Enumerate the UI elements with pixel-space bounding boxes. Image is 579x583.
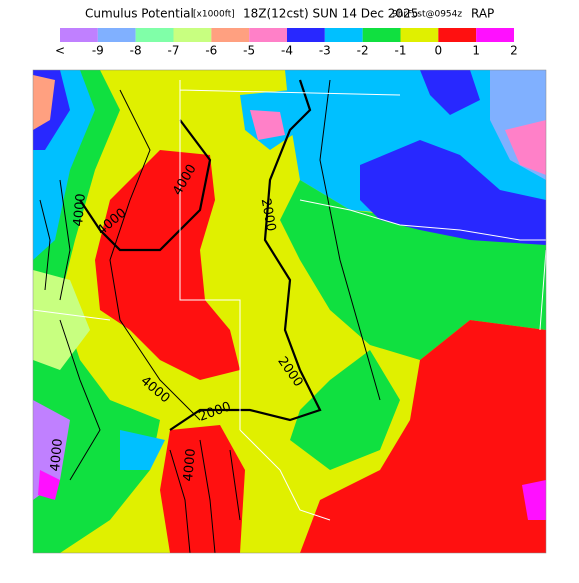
region [522,480,546,520]
contour-label: 4000 [48,438,66,472]
legend-swatch [211,28,250,42]
legend-label: -2 [357,44,369,58]
legend-label: -9 [92,44,104,58]
legend-label: 0 [435,44,443,58]
legend-swatch [135,28,174,42]
legend: < -9 -8 -7 -6 -5 -4 -3 -2 -1 0 1 2 [55,28,518,58]
region [250,110,285,140]
region [160,425,245,553]
contour-label: 4000 [181,448,199,482]
contour-label: 4000 [71,193,89,227]
region [95,150,240,380]
legend-swatch [476,28,514,42]
contour [39,179,241,553]
legend-label: < [55,44,65,58]
region [290,350,400,470]
legend-swatch [97,28,136,42]
legend-label: -4 [281,44,293,58]
model: RAP [471,7,494,21]
valid-time: 18Z(12cst) SUN 14 Dec 2025 [243,7,418,21]
region [505,120,546,175]
legend-swatch [173,28,212,42]
legend-swatch [362,28,401,42]
legend-label: -6 [205,44,217,58]
legend-swatch [438,28,477,42]
region [300,320,546,553]
region [38,470,60,500]
region [120,430,165,470]
legend-swatch [400,28,439,42]
contour-label: 2000 [258,197,279,232]
legend-label: -3 [319,44,331,58]
legend-label: -7 [168,44,180,58]
region [420,70,480,115]
legend-label: -8 [130,44,142,58]
legend-label: -1 [395,44,407,58]
title-text: Cumulus Potential [85,7,194,21]
title: Cumulus Potential [x1000ft] 18Z(12cst) S… [85,7,494,21]
legend-label: 1 [472,44,480,58]
contour [79,119,212,252]
legend-label: 2 [510,44,518,58]
legend-swatch [324,28,363,42]
forecast: 9hrFcst@0954z [392,10,462,20]
region [360,140,546,245]
legend-swatch [249,28,287,42]
region [33,75,55,130]
legend-swatch [287,28,325,42]
legend-label: -5 [243,44,255,58]
contour [59,79,381,481]
region [280,180,546,360]
contour [169,79,322,431]
region [33,270,90,370]
units: [x1000ft] [193,10,235,20]
legend-swatch [60,28,98,42]
map-frame [32,69,547,554]
border [33,80,546,521]
